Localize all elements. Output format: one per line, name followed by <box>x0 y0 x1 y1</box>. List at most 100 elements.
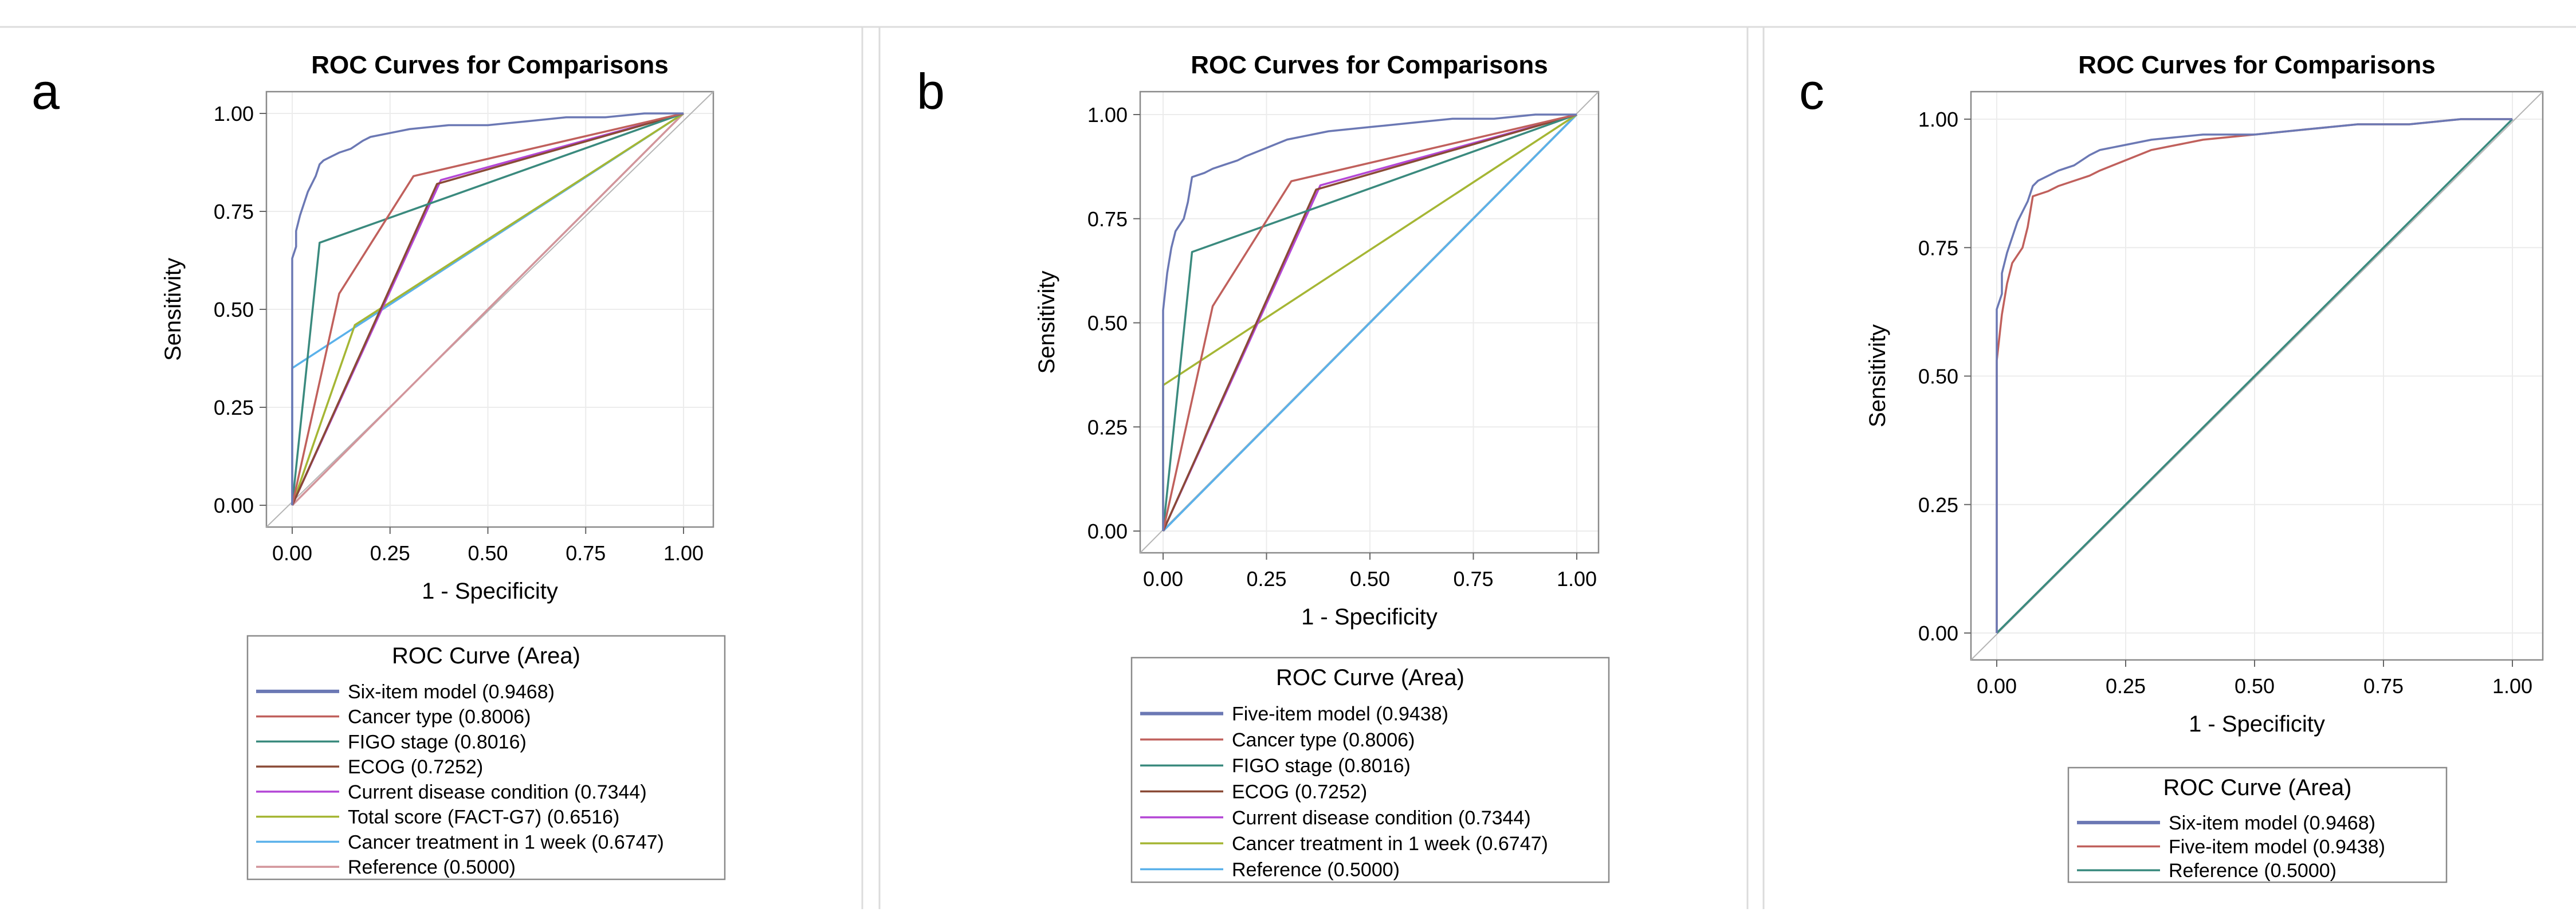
legend-entry: Five-item model (0.9438) <box>1232 703 1448 725</box>
legend-entry-name: Five-item model <box>2169 836 2307 858</box>
legend-entry-name: FIGO stage <box>1232 755 1333 777</box>
y-tick-label: 0.75 <box>1918 236 1958 260</box>
panel-letter: a <box>32 63 60 120</box>
legend-entry: Cancer treatment in 1 week (0.6747) <box>348 831 664 853</box>
legend-entry: Current disease condition (0.7344) <box>348 781 647 803</box>
legend-box <box>246 635 726 880</box>
y-axis-label: Sensitivity <box>160 258 186 361</box>
legend-box <box>1130 657 1610 883</box>
legend-entry: Cancer type (0.8006) <box>348 706 531 728</box>
roc-curve-figo-stage <box>291 112 684 506</box>
roc-curve-reference <box>1162 113 1578 532</box>
legend-entry-name: Six-item model <box>2169 812 2298 834</box>
legend-entry: FIGO stage (0.8016) <box>348 731 527 753</box>
legend-entry-area: (0.9468) <box>2303 812 2375 834</box>
y-tick-label: 1.00 <box>214 102 254 125</box>
panel-letter: c <box>1799 63 1824 120</box>
legend-entry: Six-item model (0.9468) <box>348 681 555 703</box>
y-tick-label: 0.75 <box>214 200 254 223</box>
legend-box <box>2067 766 2448 883</box>
x-tick-label: 0.75 <box>2363 674 2404 698</box>
panel-letter: b <box>917 63 945 120</box>
legend-entry: Reference (0.5000) <box>1232 859 1400 880</box>
legend-entry-name: Five-item model <box>1232 703 1371 725</box>
x-tick-label: 1.00 <box>2492 674 2532 698</box>
x-tick-label: 0.50 <box>2235 674 2275 698</box>
legend-entry-name: Reference <box>348 856 438 878</box>
legend-entry: ECOG (0.7252) <box>1232 781 1367 803</box>
y-tick-label: 0.00 <box>1918 622 1958 645</box>
y-tick-label: 1.00 <box>1918 108 1958 131</box>
roc-curve-total-score-fact-g7 <box>291 112 684 506</box>
x-axis-label: 1 - Specificity <box>422 579 558 604</box>
chart-title: ROC Curves for Comparisons <box>2078 51 2435 79</box>
legend-entry: Six-item model (0.9468) <box>2169 812 2375 834</box>
legend-entry-area: (0.9438) <box>1376 703 1448 725</box>
x-tick-label: 0.00 <box>272 541 312 565</box>
legend-entry-name: Total score (FACT-G7) <box>348 807 541 828</box>
legend-entry-name: Reference <box>2169 860 2259 882</box>
x-tick-label: 0.00 <box>1143 567 1183 591</box>
roc-curve-ecog <box>291 112 684 506</box>
legend-entry-name: ECOG <box>1232 781 1289 803</box>
legend-entry-name: Cancer treatment in 1 week <box>1232 833 1471 855</box>
y-tick-label: 0.00 <box>214 494 254 517</box>
roc-curve-five-item-model <box>1162 113 1577 531</box>
legend-entry-area: (0.6747) <box>1475 833 1548 855</box>
x-tick-label: 0.75 <box>1453 567 1493 591</box>
legend-entry-area: (0.8016) <box>1338 755 1411 777</box>
y-tick-label: 0.25 <box>1918 493 1958 517</box>
x-axis-label: 1 - Specificity <box>1301 604 1438 630</box>
legend-entry-area: (0.8006) <box>1342 729 1415 751</box>
x-axis-label: 1 - Specificity <box>2189 711 2325 737</box>
legend-entry-area: (0.7344) <box>574 781 647 803</box>
y-tick-label: 0.25 <box>214 396 254 419</box>
y-tick-label: 0.50 <box>1087 312 1128 335</box>
legend-entry-name: Cancer type <box>348 706 453 728</box>
legend-entry-area: (0.7344) <box>1458 807 1531 829</box>
legend-entry-name: ECOG <box>348 756 405 778</box>
legend-entry-area: (0.9438) <box>2312 836 2385 858</box>
y-tick-label: 0.50 <box>1918 365 1958 388</box>
legend-title: ROC Curve (Area) <box>1276 665 1464 690</box>
x-tick-label: 0.00 <box>1977 674 2017 698</box>
legend-entry: Reference (0.5000) <box>2169 860 2337 882</box>
legend-entry-area: (0.8006) <box>458 706 531 728</box>
y-tick-label: 0.25 <box>1087 415 1128 439</box>
legend-entry-area: (0.5000) <box>443 856 516 878</box>
y-tick-label: 0.00 <box>1087 520 1128 543</box>
legend-entry: FIGO stage (0.8016) <box>1232 755 1411 777</box>
legend-entry-area: (0.7252) <box>411 756 484 778</box>
roc-curve-cancer-type <box>291 112 684 506</box>
legend-entry-area: (0.5000) <box>1327 859 1400 880</box>
x-tick-label: 0.25 <box>1246 567 1286 591</box>
x-tick-label: 0.25 <box>2106 674 2146 698</box>
x-tick-label: 0.75 <box>566 541 606 565</box>
y-tick-label: 0.75 <box>1087 207 1128 231</box>
roc-curve-cancer-type <box>1162 113 1577 532</box>
legend-entry: Cancer treatment in 1 week (0.6747) <box>1232 833 1548 855</box>
legend-entry-area: (0.9468) <box>482 681 555 703</box>
roc-curve-six-item-model <box>291 112 684 505</box>
y-axis-label: Sensitivity <box>1034 270 1059 374</box>
roc-curve-ecog <box>1162 113 1577 532</box>
legend-entry-name: Six-item model <box>348 681 477 703</box>
legend-entry-area: (0.6747) <box>591 831 664 853</box>
legend-entry-name: Current disease condition <box>348 781 569 803</box>
legend-entry-name: Current disease condition <box>1232 807 1453 829</box>
legend-entry-area: (0.7252) <box>1295 781 1368 803</box>
y-tick-label: 1.00 <box>1087 103 1128 127</box>
x-tick-label: 0.50 <box>1350 567 1390 591</box>
legend-entry-name: Cancer type <box>1232 729 1337 751</box>
frame-diagonal <box>1970 91 2543 661</box>
legend-entry-name: Cancer treatment in 1 week <box>348 831 587 853</box>
x-tick-label: 1.00 <box>1557 567 1597 591</box>
roc-panel-c: c ROC Curves for Comparisons 0.00 0.25 0.50 0… <box>1799 51 2544 883</box>
x-tick-label: 0.50 <box>468 541 508 565</box>
roc-curve-six-item-model <box>1996 118 2512 633</box>
roc-panel-b: b ROC Curves for Comparisons 0.00 0.25 0.50 0… <box>917 51 1610 883</box>
legend-entry: Cancer type (0.8006) <box>1232 729 1415 751</box>
x-tick-label: 1.00 <box>663 541 704 565</box>
